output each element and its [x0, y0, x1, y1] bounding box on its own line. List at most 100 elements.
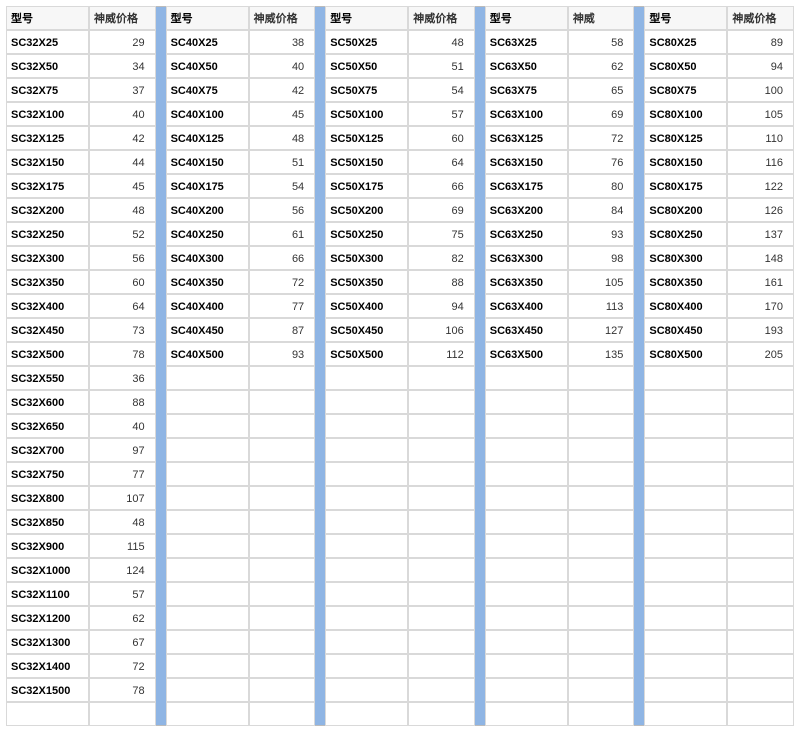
price-cell	[727, 678, 794, 702]
table-row: SC32X2529	[6, 30, 156, 54]
price-cell	[568, 678, 635, 702]
price-cell	[408, 414, 475, 438]
price-cell: 105	[727, 102, 794, 126]
table-row: SC40X7542	[166, 78, 316, 102]
model-cell	[644, 630, 727, 654]
table-row	[325, 366, 475, 390]
price-cell: 56	[249, 198, 316, 222]
header-model: 型号	[325, 6, 408, 30]
price-cell	[727, 486, 794, 510]
header-price: 神威价格	[249, 6, 316, 30]
model-cell: SC32X800	[6, 486, 89, 510]
model-cell: SC80X300	[644, 246, 727, 270]
model-cell	[485, 582, 568, 606]
model-cell	[325, 702, 408, 726]
price-cell: 66	[408, 174, 475, 198]
model-cell	[644, 390, 727, 414]
model-cell: SC40X500	[166, 342, 249, 366]
model-cell: SC80X125	[644, 126, 727, 150]
price-cell	[249, 582, 316, 606]
table-row: SC32X150078	[6, 678, 156, 702]
model-cell: SC40X150	[166, 150, 249, 174]
table-row: SC32X60088	[6, 390, 156, 414]
model-cell: SC32X750	[6, 462, 89, 486]
model-cell: SC32X300	[6, 246, 89, 270]
price-cell: 88	[408, 270, 475, 294]
table-row: SC63X17580	[485, 174, 635, 198]
model-cell: SC32X1400	[6, 654, 89, 678]
model-cell	[325, 486, 408, 510]
table-row: SC63X5062	[485, 54, 635, 78]
price-cell: 93	[568, 222, 635, 246]
table-row	[166, 606, 316, 630]
table-row: SC40X30066	[166, 246, 316, 270]
table-row: SC32X70097	[6, 438, 156, 462]
table-row: SC80X175122	[644, 174, 794, 198]
price-cell: 77	[249, 294, 316, 318]
model-cell: SC32X500	[6, 342, 89, 366]
table-row	[166, 558, 316, 582]
table-row	[644, 438, 794, 462]
table-row	[485, 702, 635, 726]
table-row	[166, 630, 316, 654]
model-cell	[166, 510, 249, 534]
price-cell: 40	[89, 414, 156, 438]
price-cell	[89, 702, 156, 726]
header-row: 型号神威价格	[166, 6, 316, 30]
price-cell: 38	[249, 30, 316, 54]
price-cell: 37	[89, 78, 156, 102]
table-row	[325, 414, 475, 438]
price-cell	[568, 366, 635, 390]
model-cell: SC32X1300	[6, 630, 89, 654]
table-row	[166, 462, 316, 486]
model-cell: SC32X650	[6, 414, 89, 438]
price-cell	[249, 510, 316, 534]
model-cell: SC80X500	[644, 342, 727, 366]
table-row: SC32X130067	[6, 630, 156, 654]
price-cell	[568, 486, 635, 510]
table-row: SC80X125110	[644, 126, 794, 150]
table-row	[644, 702, 794, 726]
table-row: SC63X7565	[485, 78, 635, 102]
table-row	[166, 366, 316, 390]
price-cell: 105	[568, 270, 635, 294]
model-cell	[166, 390, 249, 414]
price-cell: 76	[568, 150, 635, 174]
table-row	[325, 678, 475, 702]
table-row: SC40X35072	[166, 270, 316, 294]
table-row: SC80X2589	[644, 30, 794, 54]
model-cell: SC63X150	[485, 150, 568, 174]
model-cell: SC80X450	[644, 318, 727, 342]
column-separator	[475, 6, 485, 726]
table-row: SC32X110057	[6, 582, 156, 606]
table-row	[325, 486, 475, 510]
table-row	[325, 702, 475, 726]
table-row: SC80X300148	[644, 246, 794, 270]
table-row: SC32X1000124	[6, 558, 156, 582]
model-cell: SC32X350	[6, 270, 89, 294]
price-cell: 161	[727, 270, 794, 294]
model-cell: SC63X450	[485, 318, 568, 342]
model-cell	[166, 630, 249, 654]
price-cell: 122	[727, 174, 794, 198]
table-row: SC63X500135	[485, 342, 635, 366]
model-cell	[485, 366, 568, 390]
table-row: SC32X85048	[6, 510, 156, 534]
table-row	[325, 390, 475, 414]
table-row: SC63X15076	[485, 150, 635, 174]
price-cell: 57	[408, 102, 475, 126]
table-row: SC32X50078	[6, 342, 156, 366]
price-cell: 135	[568, 342, 635, 366]
table-row	[166, 438, 316, 462]
price-cell: 72	[249, 270, 316, 294]
table-row: SC40X2538	[166, 30, 316, 54]
model-cell	[644, 606, 727, 630]
price-cell	[408, 654, 475, 678]
model-cell	[644, 558, 727, 582]
table-row	[166, 486, 316, 510]
model-cell: SC63X500	[485, 342, 568, 366]
price-cell	[727, 654, 794, 678]
model-cell	[166, 606, 249, 630]
table-row	[485, 534, 635, 558]
table-row	[325, 606, 475, 630]
